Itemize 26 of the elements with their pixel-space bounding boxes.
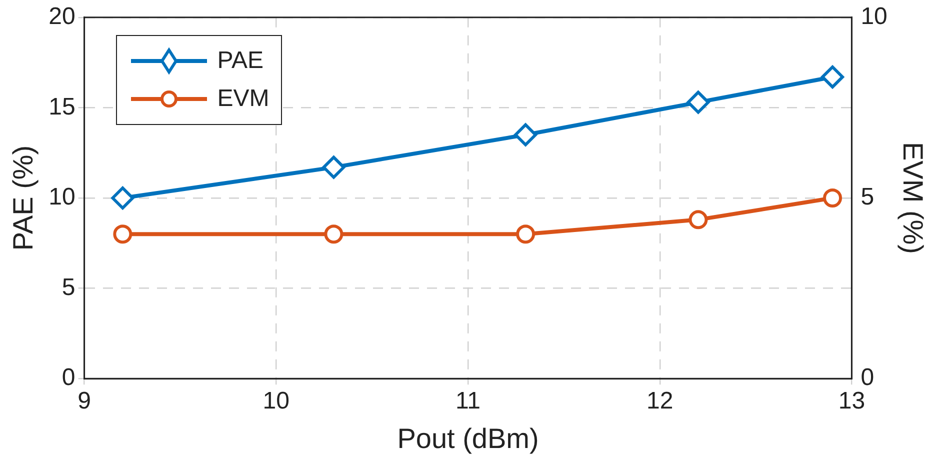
x-tick-label: 9 <box>78 388 91 415</box>
point <box>823 188 842 208</box>
y-tick-label: 0 <box>62 364 76 392</box>
point <box>113 224 132 244</box>
y-tick-label: 5 <box>62 274 76 301</box>
point <box>688 210 708 230</box>
y-axis-title: PAE (%) <box>8 145 39 251</box>
point <box>111 186 134 210</box>
y-tick-label: 15 <box>48 93 76 120</box>
x-axis-title: Pout (dBm) <box>397 422 539 454</box>
point <box>686 90 710 114</box>
point <box>514 123 538 146</box>
point <box>322 156 346 179</box>
x-tick-label: 12 <box>646 388 674 415</box>
legend-label: EVM <box>217 85 270 114</box>
point <box>324 224 344 244</box>
y2-tick-label: 5 <box>860 184 874 211</box>
y2-axis-title: EVM (%) <box>897 142 928 254</box>
y-tick-label: 20 <box>48 3 76 30</box>
point <box>516 224 536 244</box>
y2-tick-label: 10 <box>860 3 888 30</box>
legend-label: PAE <box>217 47 264 76</box>
x-tick-label: 10 <box>262 388 290 415</box>
y-tick-label: 10 <box>48 184 76 211</box>
point <box>821 66 844 88</box>
x-tick-label: 11 <box>456 388 480 415</box>
